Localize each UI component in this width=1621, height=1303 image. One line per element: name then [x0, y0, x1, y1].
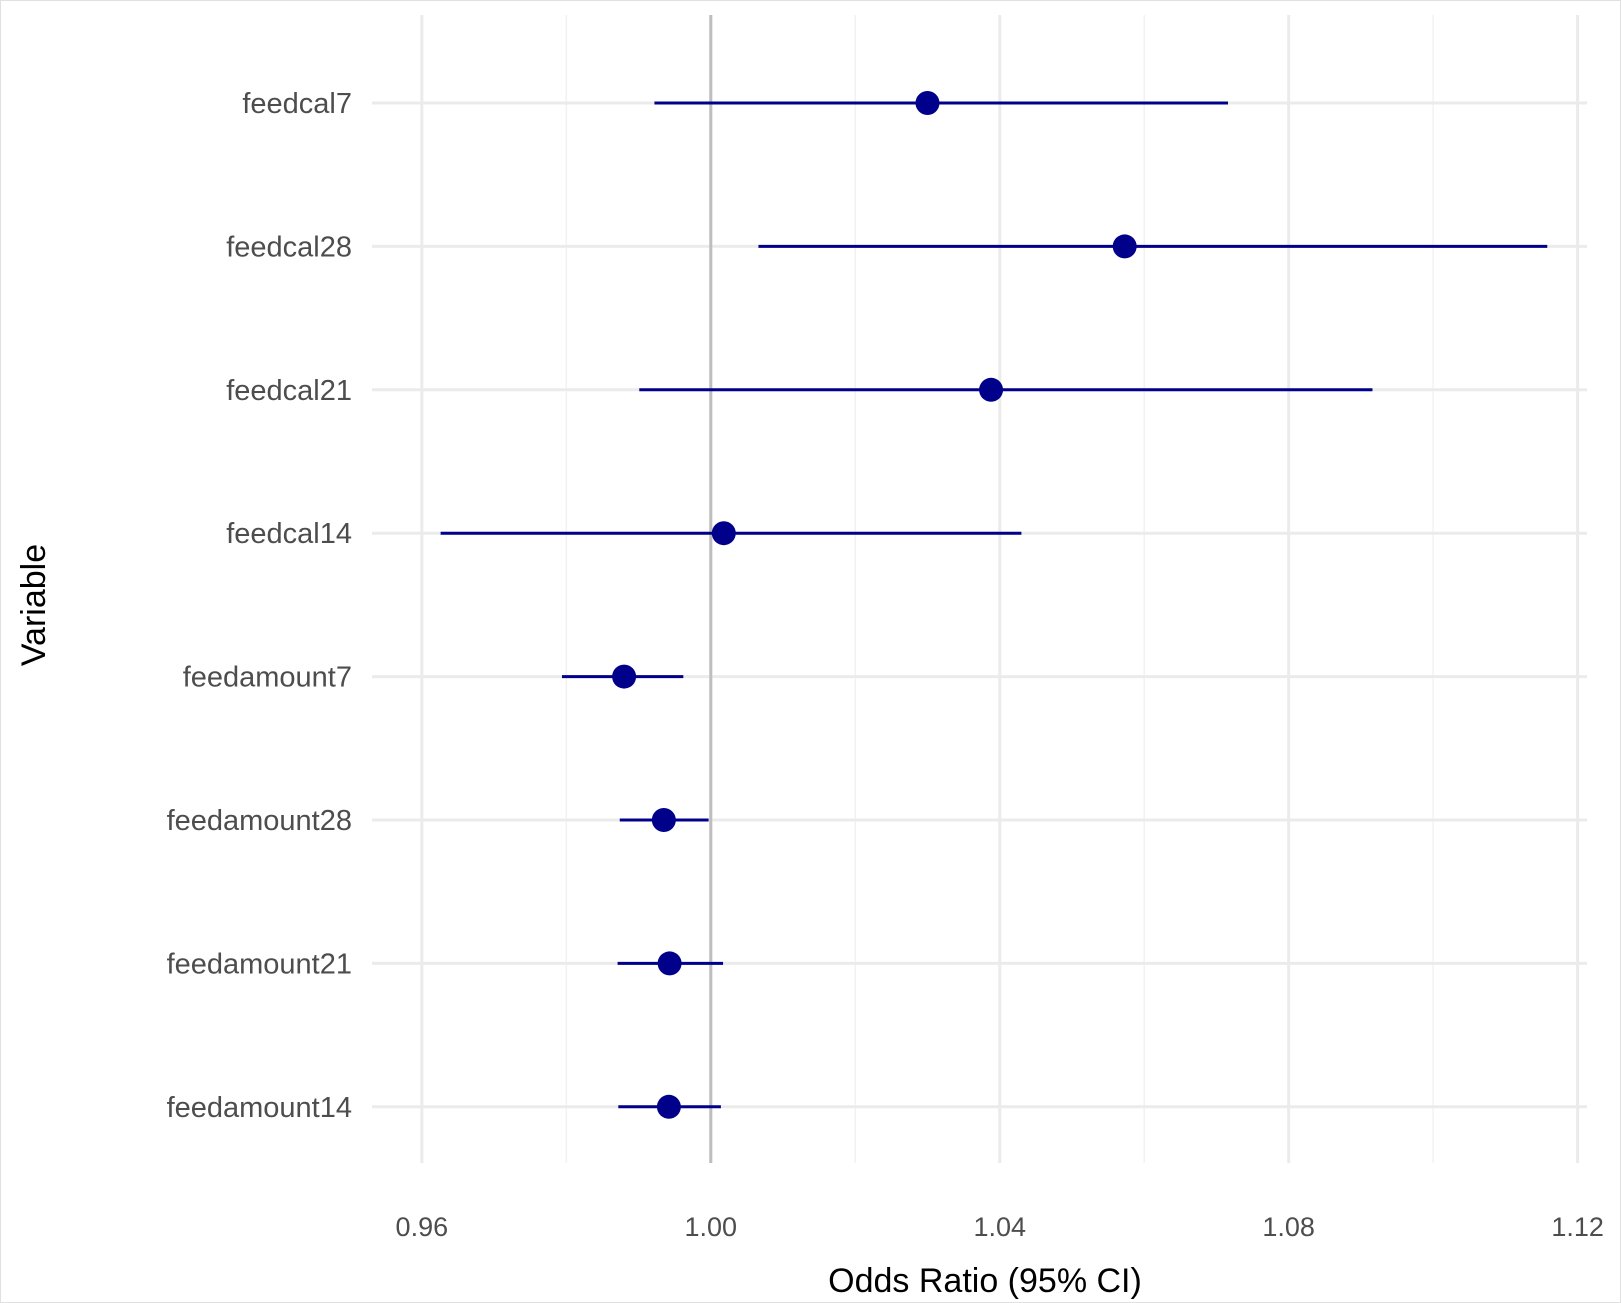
point-estimate	[612, 664, 637, 689]
minor-gridlines	[565, 15, 1434, 1163]
x-tick-label: 1.08	[1262, 1212, 1315, 1242]
point-estimate	[657, 951, 682, 976]
point-estimates	[612, 91, 1137, 1119]
point-estimate	[656, 1094, 681, 1119]
point-estimate	[1112, 234, 1137, 259]
point-estimate	[915, 91, 940, 115]
y-tick-label: feedcal7	[242, 88, 352, 120]
y-tick-label: feedamount14	[167, 1092, 352, 1124]
point-estimate	[979, 377, 1004, 402]
y-tick-label: feedamount21	[167, 948, 352, 980]
x-tick-labels: 0.96 1.00 1.04 1.08 1.12	[396, 1212, 1604, 1242]
y-axis-title: Variable	[15, 544, 53, 666]
x-tick-label: 1.04	[973, 1212, 1026, 1242]
x-tick-label: 1.12	[1551, 1212, 1604, 1242]
y-tick-label: feedcal28	[226, 231, 352, 263]
y-tick-label: feedcal21	[226, 375, 352, 407]
x-tick-label: 1.00	[685, 1212, 738, 1242]
y-tick-labels: feedcal7 feedcal28 feedcal21 feedcal14 feeda…	[167, 88, 352, 1124]
x-axis-title: Odds Ratio (95% CI)	[828, 1262, 1142, 1300]
y-tick-label: feedamount28	[167, 805, 352, 837]
x-tick-label: 0.96	[396, 1212, 449, 1242]
y-tick-label: feedamount7	[183, 662, 352, 694]
point-estimate	[651, 808, 676, 832]
point-estimate	[711, 521, 736, 546]
y-tick-label: feedcal14	[226, 518, 352, 550]
